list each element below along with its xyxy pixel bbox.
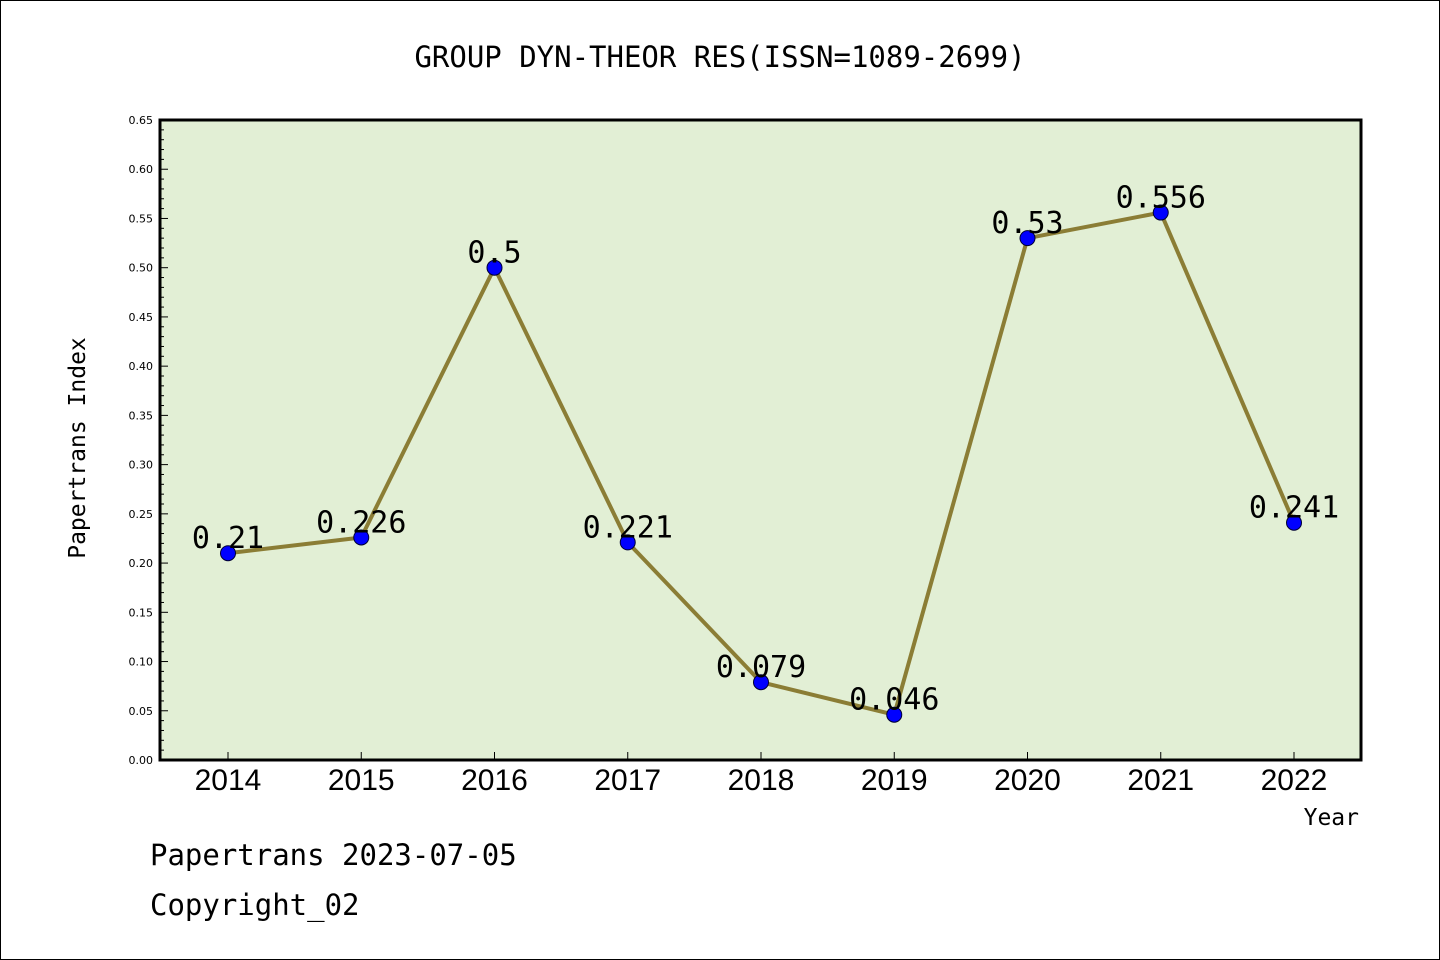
x-tick-label: 2022: [1261, 764, 1328, 797]
data-label: 0.21: [192, 521, 264, 556]
y-tick-label: 0.10: [129, 656, 154, 669]
data-label: 0.53: [991, 206, 1063, 241]
y-tick-label: 0.30: [129, 459, 154, 472]
footer-copyright: Copyright_02: [150, 888, 360, 923]
x-tick-label: 2014: [195, 764, 262, 797]
data-point: [353, 529, 370, 546]
series-points: [220, 204, 1302, 723]
y-tick-label: 0.15: [129, 606, 154, 619]
x-tick-label: 2018: [728, 764, 795, 797]
data-point: [220, 545, 236, 562]
y-tick-label: 0.55: [129, 212, 154, 225]
y-tick-label: 0.20: [129, 557, 154, 570]
data-label: 0.221: [583, 510, 673, 545]
y-axis-label: Papertrans Index: [65, 337, 91, 559]
data-label: 0.5: [467, 236, 521, 271]
y-tick-label: 0.25: [129, 508, 154, 521]
chart-title: GROUP DYN-THEOR RES(ISSN=1089-2699): [414, 40, 1025, 74]
y-tick-label: 0.45: [129, 311, 154, 324]
x-tick-label: 2019: [861, 764, 928, 797]
x-tick-label: 2015: [328, 764, 395, 797]
data-labels: 0.21 0.226 0.5 0.221 0.079 0.046 0.53 0.556 0.24…: [192, 181, 1339, 718]
data-point: [486, 259, 503, 276]
data-point: [886, 706, 903, 723]
y-tick-label: 0.05: [129, 705, 154, 718]
x-axis: 2014 2015 2016 2017 2018 2019 2020 2021 2022: [195, 752, 1328, 797]
y-tick-label: 0.50: [129, 262, 154, 275]
data-point: [1019, 230, 1036, 247]
plot-border: [158, 118, 1363, 762]
x-tick-label: 2017: [594, 764, 661, 797]
data-point: [753, 674, 769, 691]
x-tick-label: 2016: [461, 764, 528, 797]
y-axis: 0.00 0.05 0.10 0.15 0.20 0.25 0.30 0.35 0.40 0.45…: [129, 114, 168, 767]
plot-area: [160, 120, 1361, 760]
data-label: 0.556: [1116, 181, 1206, 216]
data-label: 0.226: [316, 505, 406, 540]
data-label: 0.079: [716, 650, 806, 685]
x-tick-label: 2020: [994, 764, 1061, 797]
y-tick-label: 0.40: [129, 360, 154, 373]
x-tick-label: 2021: [1127, 764, 1194, 797]
y-tick-label: 0.35: [129, 409, 154, 422]
x-axis-label: Year: [1304, 805, 1359, 831]
data-label: 0.241: [1249, 491, 1339, 526]
data-label: 0.046: [849, 683, 939, 718]
y-tick-label: 0.00: [129, 754, 154, 767]
data-point: [1152, 204, 1169, 221]
data-point: [1286, 514, 1302, 531]
y-tick-label: 0.60: [129, 163, 154, 176]
footer-date: Papertrans 2023-07-05: [150, 838, 517, 872]
y-tick-label: 0.65: [129, 114, 154, 127]
data-point: [619, 534, 636, 551]
